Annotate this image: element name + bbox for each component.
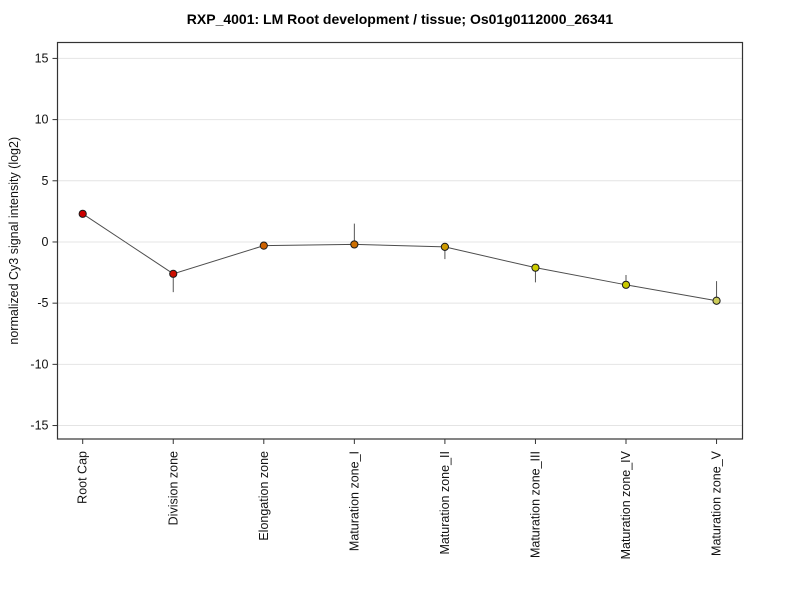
- x-axis-category-label: Maturation zone_III: [528, 451, 542, 558]
- y-tick-label: -15: [30, 419, 48, 433]
- x-axis-category-label: Maturation zone_I: [347, 451, 361, 551]
- data-point: [259, 241, 268, 250]
- data-point: [169, 269, 178, 278]
- x-axis-category-label: Maturation zone_V: [710, 450, 724, 556]
- plot-border: [56, 41, 744, 440]
- y-tick-label: 15: [35, 51, 49, 65]
- x-axis-category-label: Division zone: [166, 451, 180, 525]
- data-point: [78, 209, 87, 218]
- y-tick-label: -10: [30, 357, 48, 371]
- y-tick-label: 10: [35, 113, 49, 127]
- x-axis-category-label: Maturation zone_II: [438, 451, 452, 555]
- series-line: [82, 213, 717, 302]
- x-axis-category-label: Elongation zone: [257, 451, 271, 541]
- chart-title: RXP_4001: LM Root development / tissue; …: [186, 11, 614, 27]
- data-point: [531, 263, 540, 272]
- x-axis-category-label: Root Cap: [76, 451, 90, 504]
- x-axis-category-label: Maturation zone_IV: [619, 450, 633, 559]
- y-tick-label: -5: [37, 296, 48, 310]
- y-tick-label: 5: [42, 174, 49, 188]
- data-point: [440, 242, 449, 251]
- data-point: [621, 280, 631, 289]
- data-point: [712, 296, 721, 305]
- data-point: [350, 240, 359, 249]
- y-axis-title: normalized Cy3 signal intensity (log2): [7, 137, 21, 345]
- y-tick-label: 0: [42, 235, 49, 249]
